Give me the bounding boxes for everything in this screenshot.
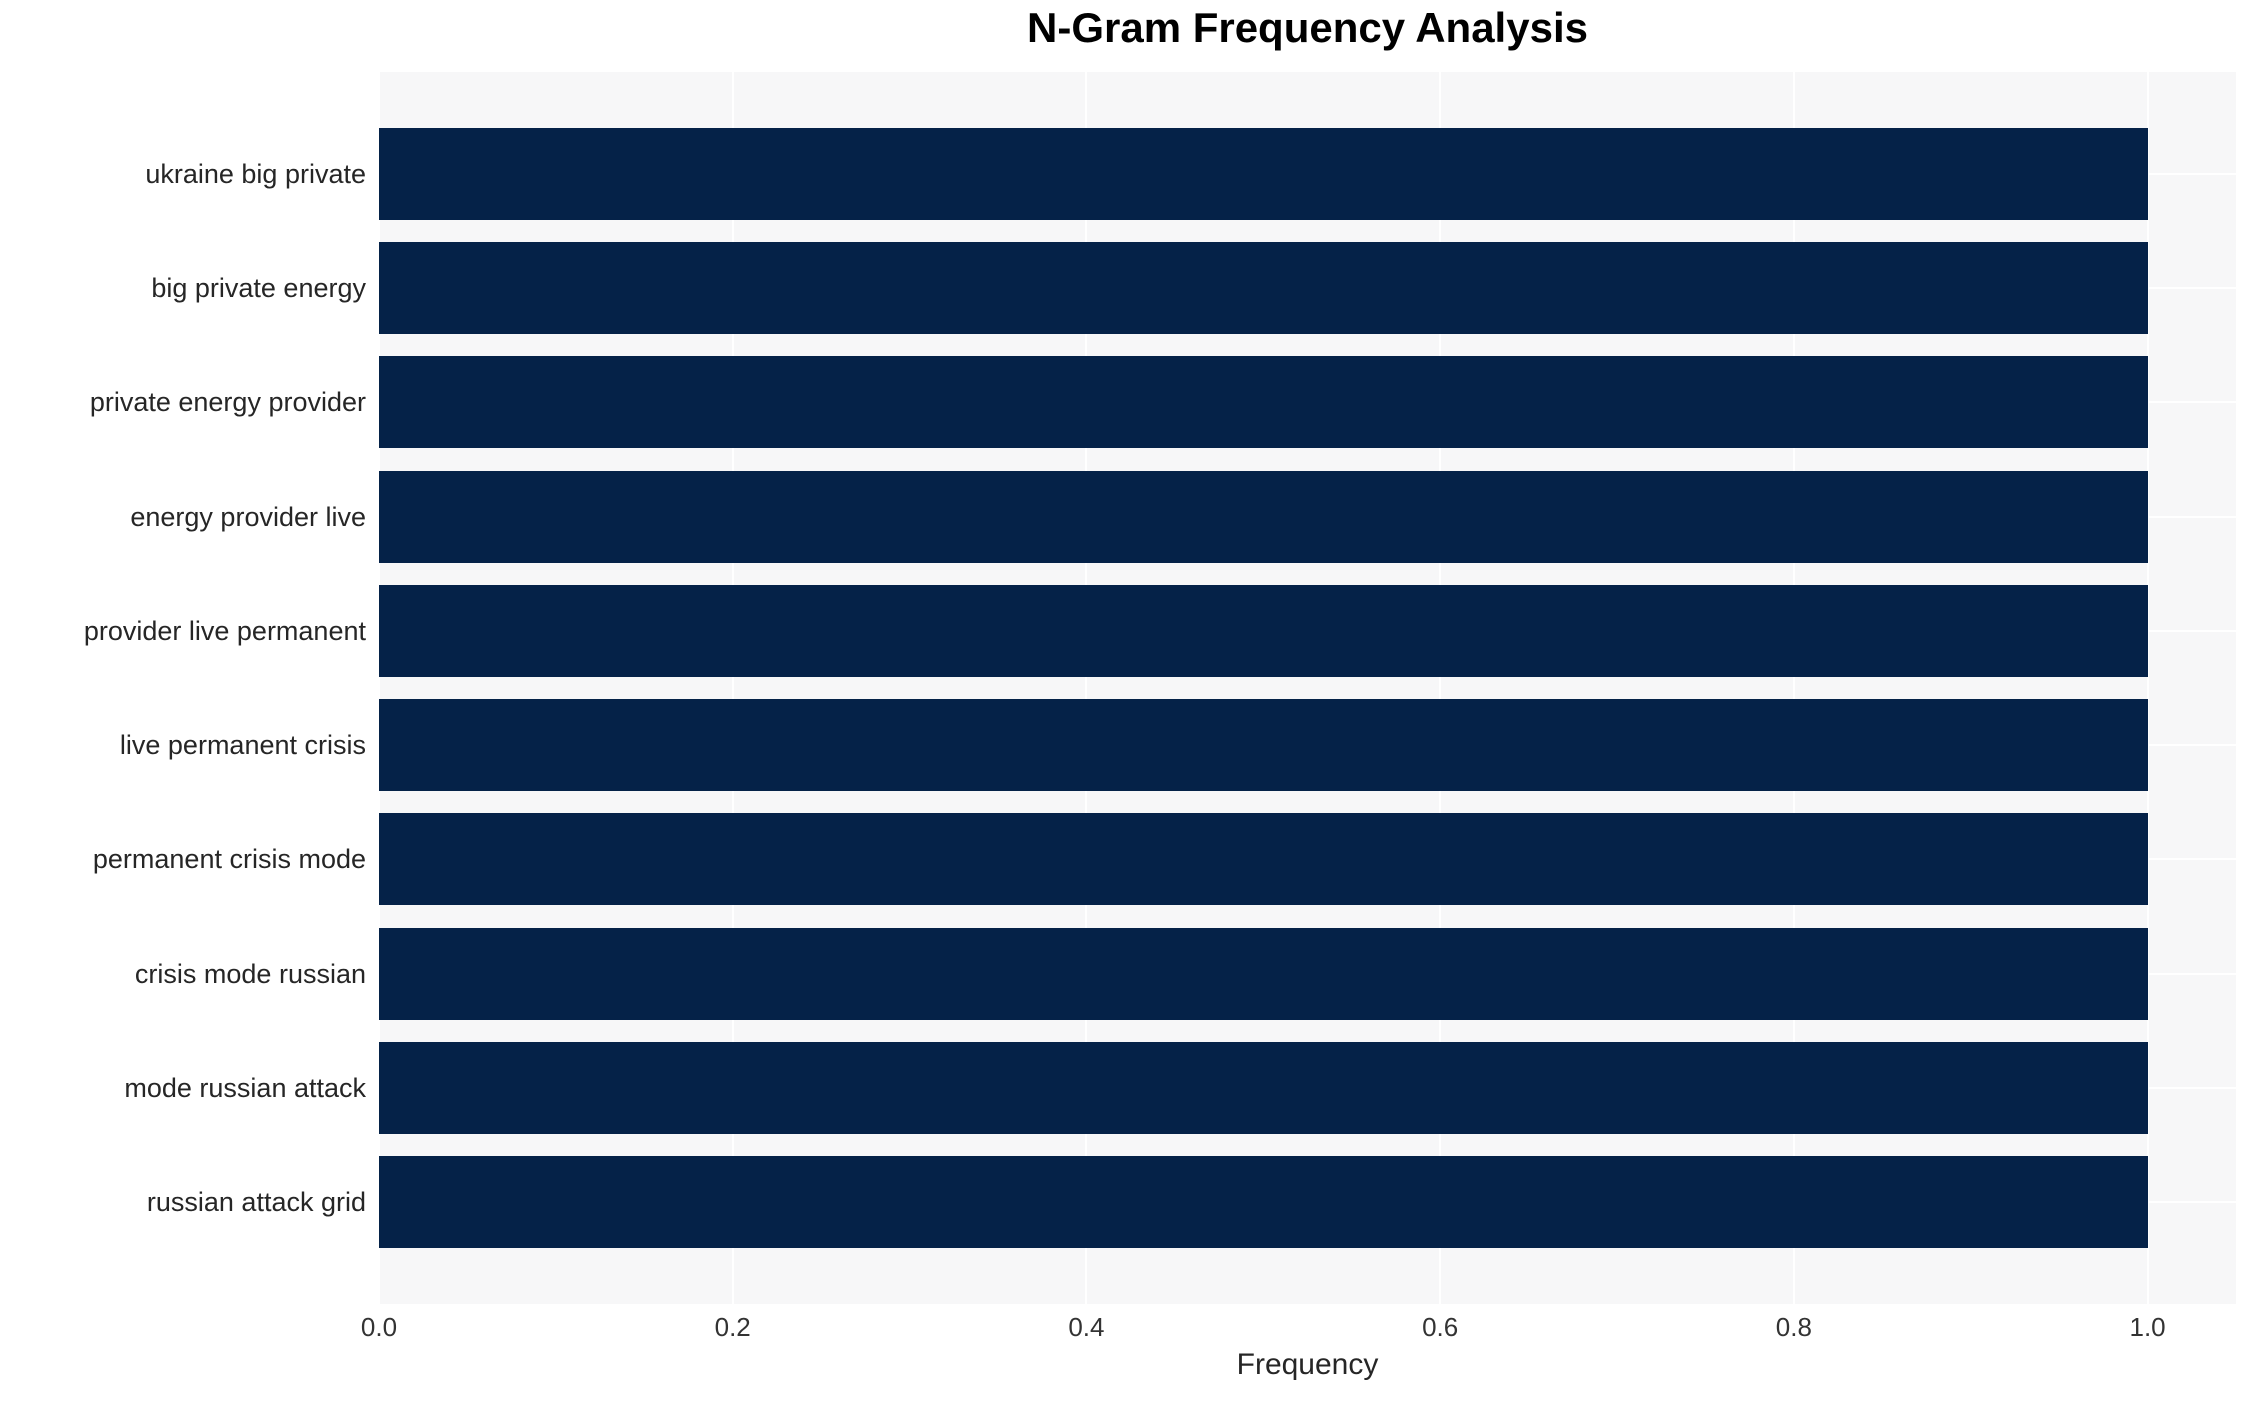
x-gridline <box>378 72 380 1304</box>
bar-energy-provider-live <box>379 470 2148 563</box>
y-tick-label: russian attack grid <box>146 1186 366 1217</box>
x-tick-label: 1.0 <box>2129 1312 2166 1342</box>
x-gridline <box>1792 72 1795 1304</box>
y-tick-label: private energy provider <box>89 387 366 418</box>
x-tick-label: 0.8 <box>1775 1312 1812 1342</box>
y-tick-label: crisis mode russian <box>134 958 366 989</box>
bar-russian-attack-grid <box>379 1155 2148 1248</box>
x-tick-label: 0.0 <box>360 1312 398 1342</box>
bar-permanent-crisis-mode <box>379 813 2148 906</box>
bar-private-energy-provider <box>379 356 2148 449</box>
y-tick-label: ukraine big private <box>145 159 366 189</box>
bar-live-permanent-crisis <box>379 699 2148 792</box>
x-tick-label: 0.2 <box>714 1312 751 1342</box>
x-tick-label: 0.6 <box>1422 1312 1459 1342</box>
x-gridline <box>1439 72 1442 1304</box>
y-tick-label: live permanent crisis <box>119 730 366 761</box>
x-gridline <box>2146 72 2149 1304</box>
x-gridline <box>731 72 734 1304</box>
y-tick-label: big private energy <box>151 273 366 304</box>
bar-provider-live-permanent <box>379 584 2148 677</box>
bar-crisis-mode-russian <box>379 927 2148 1020</box>
bar-big-private-energy <box>379 242 2148 335</box>
x-gridline <box>1085 72 1088 1304</box>
y-tick-label: permanent crisis mode <box>92 844 366 875</box>
chart-title: N-Gram Frequency Analysis <box>1027 4 1588 51</box>
bar-mode-russian-attack <box>379 1041 2148 1134</box>
x-tick-label: 0.4 <box>1068 1312 1105 1342</box>
y-tick-label: energy provider live <box>130 501 366 532</box>
plot-area <box>378 72 2236 1304</box>
y-tick-label: mode russian attack <box>124 1072 366 1103</box>
bar-ukraine-big-private <box>379 128 2148 220</box>
y-tick-label: provider live permanent <box>83 615 366 646</box>
x-axis-title: Frequency <box>1236 1348 1379 1381</box>
